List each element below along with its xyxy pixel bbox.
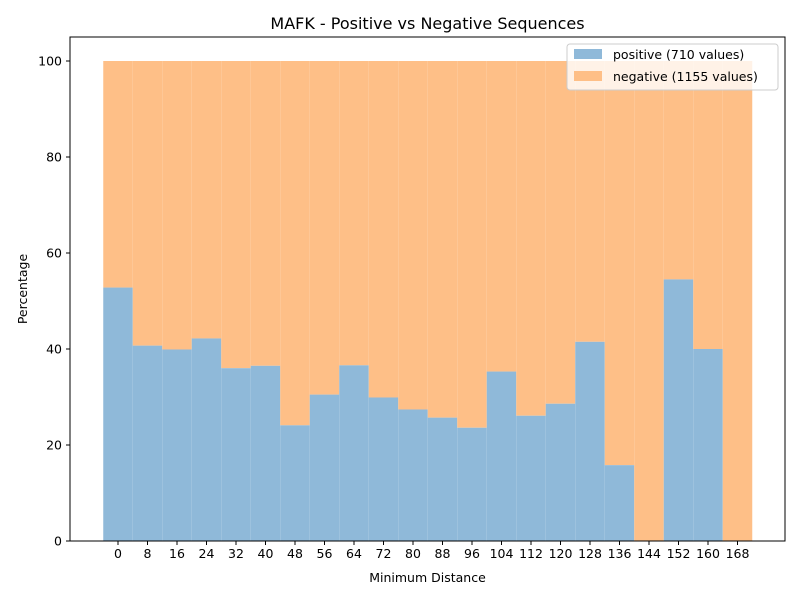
bar-negative-72 (368, 61, 399, 398)
bar-negative-160 (693, 61, 723, 349)
legend: positive (710 values) negative (1155 val… (566, 43, 779, 91)
y-tick-label-80: 80 (46, 150, 62, 165)
x-tick-label-160: 160 (696, 546, 720, 561)
bar-positive-104 (486, 371, 517, 541)
bar-negative-152 (663, 61, 694, 280)
y-axis: 0 20 40 60 80 100 (38, 54, 70, 549)
bar-positive-48 (280, 425, 310, 541)
bar-positive-0 (103, 287, 133, 541)
bar-negative-112 (516, 61, 546, 416)
bar-negative-104 (486, 61, 517, 372)
x-tick-label-64: 64 (346, 546, 362, 561)
bar-positive-160 (693, 349, 723, 541)
legend-label-negative: negative (1155 values) (613, 69, 758, 84)
x-tick-label-136: 136 (608, 546, 632, 561)
bar-positive-24 (191, 338, 222, 541)
bar-negative-96 (457, 61, 487, 428)
x-axis: 0 8 16 24 32 40 48 56 64 72 80 88 96 104 112 120 128 136 1… (114, 541, 749, 561)
x-tick-label-168: 168 (726, 546, 750, 561)
bar-positive-80 (398, 409, 428, 541)
x-tick-label-56: 56 (317, 546, 333, 561)
bar-positive-32 (221, 368, 251, 541)
bar-negative-40 (250, 61, 281, 366)
bar-negative-136 (604, 61, 635, 466)
y-tick-label-60: 60 (46, 246, 62, 261)
bar-positive-40 (250, 365, 281, 541)
y-tick-label-20: 20 (46, 438, 62, 453)
bar-negative-80 (398, 61, 428, 410)
x-tick-label-24: 24 (199, 546, 215, 561)
bar-negative-56 (309, 61, 340, 395)
bar-negative-128 (575, 61, 605, 342)
bar-positive-72 (368, 397, 399, 541)
legend-box (566, 43, 779, 91)
x-tick-label-0: 0 (114, 546, 122, 561)
bar-positive-16 (162, 349, 192, 541)
x-tick-label-16: 16 (169, 546, 185, 561)
x-tick-label-120: 120 (549, 546, 573, 561)
x-tick-label-40: 40 (258, 546, 274, 561)
legend-label-positive: positive (710 values) (613, 47, 744, 62)
bar-positive-112 (516, 415, 546, 541)
plot-frame (69, 36, 786, 542)
bar-negative-120 (545, 61, 576, 404)
bar-negative-0 (103, 61, 133, 288)
bar-negative-168 (722, 61, 753, 541)
bar-negative-16 (162, 61, 192, 350)
y-tick-label-40: 40 (46, 342, 62, 357)
bar-negative-64 (339, 61, 369, 366)
bar-negative-8 (132, 61, 163, 346)
bar-positive-88 (427, 417, 458, 541)
bar-negative-144 (634, 61, 664, 541)
bar-positive-120 (545, 403, 576, 541)
x-tick-label-80: 80 (405, 546, 421, 561)
x-tick-label-32: 32 (228, 546, 244, 561)
chart-title: MAFK - Positive vs Negative Sequences (270, 14, 584, 33)
x-tick-label-8: 8 (144, 546, 152, 561)
x-tick-label-144: 144 (637, 546, 661, 561)
x-tick-label-48: 48 (287, 546, 303, 561)
legend-swatch-negative (574, 71, 602, 81)
bar-positive-128 (575, 341, 605, 541)
x-axis-label: Minimum Distance (369, 570, 486, 585)
bar-negative-88 (427, 61, 458, 418)
y-tick-label-100: 100 (38, 54, 62, 69)
x-tick-label-112: 112 (519, 546, 543, 561)
bars-layer (103, 61, 753, 541)
x-tick-label-104: 104 (490, 546, 514, 561)
bar-positive-136 (604, 465, 635, 541)
bar-positive-64 (339, 365, 369, 541)
y-tick-label-0: 0 (54, 534, 62, 549)
x-tick-label-88: 88 (435, 546, 451, 561)
x-tick-label-72: 72 (376, 546, 392, 561)
x-tick-label-152: 152 (667, 546, 691, 561)
bar-negative-48 (280, 61, 310, 426)
bar-negative-32 (221, 61, 251, 369)
bar-negative-24 (191, 61, 222, 339)
legend-swatch-positive (574, 49, 602, 59)
y-axis-label: Percentage (15, 254, 30, 325)
bar-positive-56 (309, 394, 340, 541)
bar-positive-152 (663, 279, 694, 541)
x-tick-label-96: 96 (464, 546, 480, 561)
bar-positive-96 (457, 427, 487, 541)
bar-positive-8 (132, 345, 163, 541)
x-tick-label-128: 128 (578, 546, 602, 561)
